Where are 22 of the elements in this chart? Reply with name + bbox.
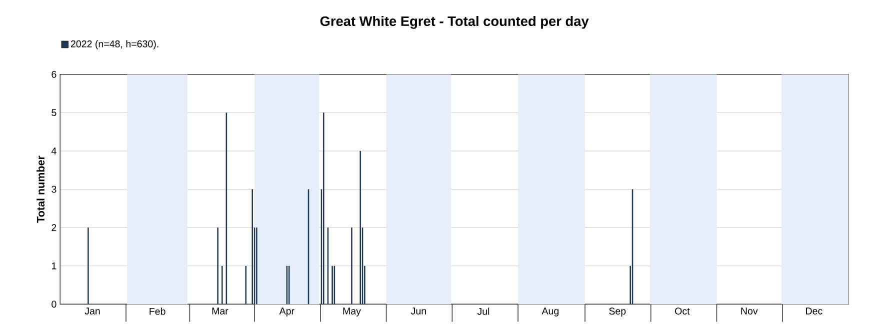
- legend-label: 2022 (n=48, h=630).: [70, 40, 158, 50]
- y-tick-label: 6: [52, 71, 56, 78]
- y-tick-label: 3: [52, 186, 56, 193]
- x-tick-label: Dec: [806, 308, 822, 315]
- x-tick-label: May: [343, 308, 361, 317]
- x-tick-label: Sep: [609, 308, 626, 317]
- x-tick-label: Apr: [279, 308, 294, 317]
- chart-title: Great White Egret - Total counted per day: [320, 16, 589, 30]
- x-tick-label: Jul: [477, 308, 490, 316]
- y-tick-label: 4: [51, 148, 56, 155]
- x-tick-label: Oct: [675, 308, 690, 315]
- y-tick-label: 2: [52, 224, 56, 232]
- x-tick-label: Jun: [410, 308, 426, 315]
- y-tick-label: 0: [52, 300, 56, 308]
- x-tick-label: Feb: [150, 308, 166, 316]
- y-axis-title: Total number: [36, 156, 45, 224]
- y-tick-label: 1: [52, 262, 56, 270]
- x-tick-label: Jan: [84, 308, 100, 315]
- x-tick-label: Aug: [542, 308, 559, 317]
- x-tick-label: Nov: [741, 308, 758, 315]
- y-tick-label: 5: [52, 109, 56, 116]
- x-tick-label: Mar: [212, 308, 228, 315]
